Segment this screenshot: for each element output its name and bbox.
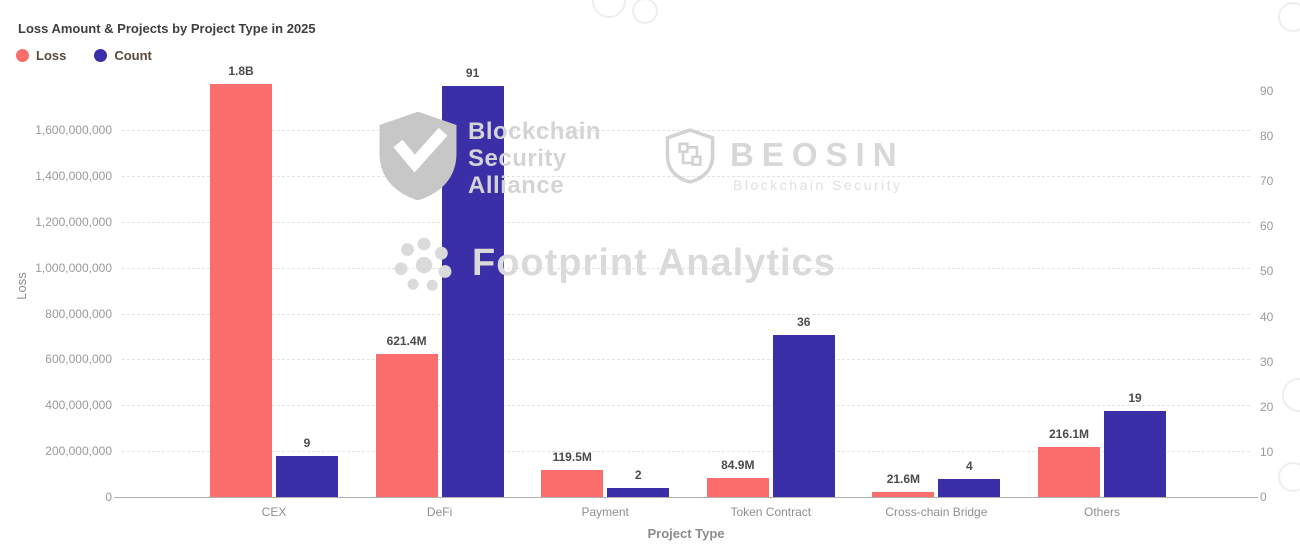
bar-count-cex[interactable] — [276, 456, 338, 497]
y-axis-right-tick-label: 10 — [1260, 444, 1274, 459]
y-axis-right-tick-label: 70 — [1260, 174, 1274, 189]
edge-stamp-circle — [1278, 2, 1300, 32]
bar-value-label-count-payment: 2 — [634, 467, 642, 482]
y-axis-right-tick-label: 60 — [1260, 219, 1274, 234]
y-axis-right-tick-label: 90 — [1260, 84, 1274, 98]
gridline — [122, 267, 1250, 269]
bar-value-label-count-cross-chain-bridge: 4 — [966, 458, 973, 473]
y-axis-left-tick-label: 1,600,000,000 — [35, 123, 112, 137]
bar-loss-cex[interactable] — [210, 84, 272, 497]
bar-count-others[interactable] — [1104, 411, 1166, 497]
y-axis-title: Loss — [14, 272, 29, 300]
x-axis-line — [114, 497, 1258, 498]
bar-value-label-count-cex: 9 — [303, 436, 311, 451]
y-axis-right-tick-label: 50 — [1260, 264, 1274, 279]
legend-label-count: Count — [114, 48, 152, 63]
y-axis-left-tick-label: 200,000,000 — [45, 444, 112, 459]
bar-value-label-loss-token-contract: 84.9M — [721, 457, 755, 472]
bar-loss-token-contract[interactable] — [706, 477, 769, 497]
y-axis-left-tick-label: 1,000,000,000 — [35, 260, 112, 275]
x-axis-category-label-cex: CEX — [261, 505, 287, 519]
bar-loss-payment[interactable] — [541, 469, 604, 497]
legend-item-count[interactable]: Count — [94, 48, 152, 63]
bar-loss-cross-chain-bridge[interactable] — [872, 492, 935, 497]
bar-value-label-loss-cex: 1.8B — [228, 64, 254, 79]
bar-value-label-count-token-contract: 36 — [797, 314, 811, 329]
gridline — [122, 313, 1250, 315]
gridline — [122, 359, 1250, 361]
x-axis-category-label-others: Others — [1083, 505, 1120, 519]
edge-stamp-circle — [632, 0, 658, 24]
x-axis-category-label-defi: DeFi — [426, 505, 453, 519]
count-legend-dot-icon — [94, 49, 108, 62]
x-axis-category-label-cross-chain-bridge: Cross-chain Bridge — [885, 505, 988, 519]
y-axis-right-tick-label: 30 — [1260, 354, 1274, 369]
gridline — [122, 175, 1250, 177]
bar-value-label-loss-payment: 119.5M — [552, 449, 592, 464]
bar-loss-defi[interactable] — [375, 354, 438, 497]
bar-value-label-loss-defi: 621.4M — [386, 334, 427, 349]
y-axis-left-tick-label: 1,200,000,000 — [35, 214, 112, 229]
gridline — [122, 405, 1250, 407]
y-axis-right-tick-label: 40 — [1260, 309, 1274, 324]
bar-value-label-loss-others: 216.1M — [1048, 427, 1090, 442]
y-axis-left-tick-label: 1,400,000,000 — [35, 168, 112, 183]
bar-count-cross-chain-bridge[interactable] — [938, 478, 1001, 497]
y-axis-left-tick-label: 800,000,000 — [45, 306, 112, 321]
legend-item-loss[interactable]: Loss — [16, 48, 66, 63]
x-axis-category-label-payment: Payment — [581, 505, 629, 519]
gridline — [122, 451, 1250, 453]
loss-legend-dot-icon — [16, 49, 29, 62]
bar-count-token-contract[interactable] — [772, 334, 835, 497]
chart-title: Loss Amount & Projects by Project Type i… — [18, 21, 316, 36]
gridline — [122, 130, 1250, 131]
bar-count-defi[interactable] — [441, 86, 504, 497]
bar-value-label-count-others: 19 — [1128, 391, 1142, 406]
y-axis-left-tick-label: 400,000,000 — [45, 398, 112, 413]
x-axis-category-label-token-contract: Token Contract — [730, 505, 812, 519]
y-axis-right-tick-label: 0 — [1260, 490, 1267, 504]
bar-loss-others[interactable] — [1038, 447, 1100, 497]
y-axis-right-tick-label: 80 — [1260, 129, 1274, 144]
bar-value-label-loss-cross-chain-bridge: 21.6M — [886, 472, 921, 487]
y-axis-left-tick-label: 0 — [105, 490, 112, 504]
legend-label-loss: Loss — [36, 48, 67, 63]
gridline — [122, 221, 1250, 223]
y-axis-right-tick-label: 20 — [1260, 399, 1274, 414]
y-axis-left-tick-label: 600,000,000 — [45, 352, 112, 367]
bar-value-label-count-defi: 91 — [465, 66, 480, 81]
edge-stamp-circle — [1278, 462, 1300, 492]
legend: Loss Count — [16, 48, 152, 63]
x-axis-title: Project Type — [647, 526, 725, 541]
bar-count-payment[interactable] — [607, 487, 670, 497]
